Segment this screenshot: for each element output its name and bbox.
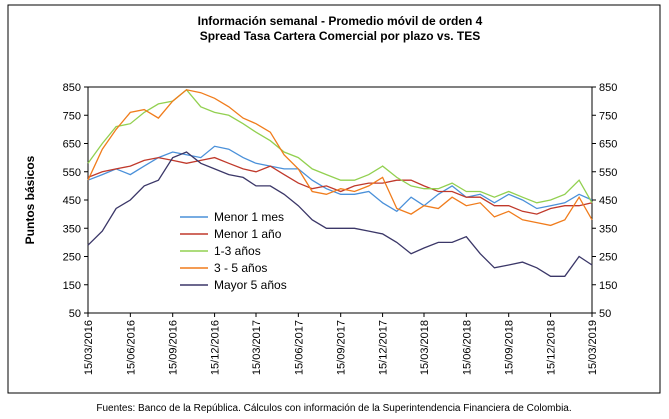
x-tick-label: 15/09/2018 <box>504 320 516 375</box>
source-note: Fuentes: Banco de la República. Cálculos… <box>96 403 571 414</box>
chart-title: Información semanal - Promedio móvil de … <box>198 14 483 28</box>
series-line <box>87 151 593 277</box>
x-tick-label: 15/06/2017 <box>293 320 305 375</box>
x-tick-label: 15/09/2017 <box>336 320 348 375</box>
legend-label: 3 - 5 años <box>214 261 267 275</box>
x-tick-label: 15/06/2018 <box>461 320 473 375</box>
x-tick-label: 15/03/2019 <box>587 320 599 375</box>
y-tick-label: 350 <box>63 223 81 235</box>
y-tick-label: 850 <box>63 82 81 94</box>
legend-label: Menor 1 mes <box>214 210 284 224</box>
y2-tick-label: 50 <box>599 308 611 320</box>
x-tick-label: 15/09/2016 <box>168 320 180 375</box>
y2-tick-label: 850 <box>599 82 617 94</box>
y-tick-label: 450 <box>63 195 81 207</box>
series-line <box>87 89 593 227</box>
x-tick-label: 15/12/2016 <box>210 320 222 375</box>
series-line <box>87 88 593 204</box>
legend-label: Mayor 5 años <box>214 278 287 292</box>
x-tick-label: 15/03/2016 <box>83 320 95 375</box>
legend-label: 1-3 años <box>214 244 261 258</box>
y-tick-label: 650 <box>63 139 81 151</box>
x-tick-label: 15/03/2018 <box>419 320 431 375</box>
y2-tick-label: 650 <box>599 139 617 151</box>
y-tick-label: 150 <box>63 280 81 292</box>
y2-tick-label: 150 <box>599 280 617 292</box>
chart-frame <box>7 4 661 394</box>
x-tick-label: 15/06/2016 <box>125 320 137 375</box>
x-tick-label: 15/12/2018 <box>546 320 558 375</box>
y2-tick-label: 750 <box>599 110 617 122</box>
x-tick-label: 15/03/2017 <box>251 320 263 375</box>
y2-tick-label: 250 <box>599 252 617 264</box>
y-tick-label: 550 <box>63 167 81 179</box>
y2-tick-label: 350 <box>599 223 617 235</box>
y-tick-label: 750 <box>63 110 81 122</box>
y2-tick-label: 550 <box>599 167 617 179</box>
plot-frame <box>87 86 593 314</box>
y-tick-label: 50 <box>69 308 81 320</box>
y-tick-label: 250 <box>63 252 81 264</box>
series-line <box>87 156 593 215</box>
y-axis-label: Puntos básicos <box>23 155 37 244</box>
x-tick-label: 15/12/2017 <box>378 320 390 375</box>
y2-tick-label: 450 <box>599 195 617 207</box>
legend-label: Menor 1 año <box>214 227 282 241</box>
series-line <box>87 145 593 213</box>
chart-subtitle: Spread Tasa Cartera Comercial por plazo … <box>200 29 481 43</box>
